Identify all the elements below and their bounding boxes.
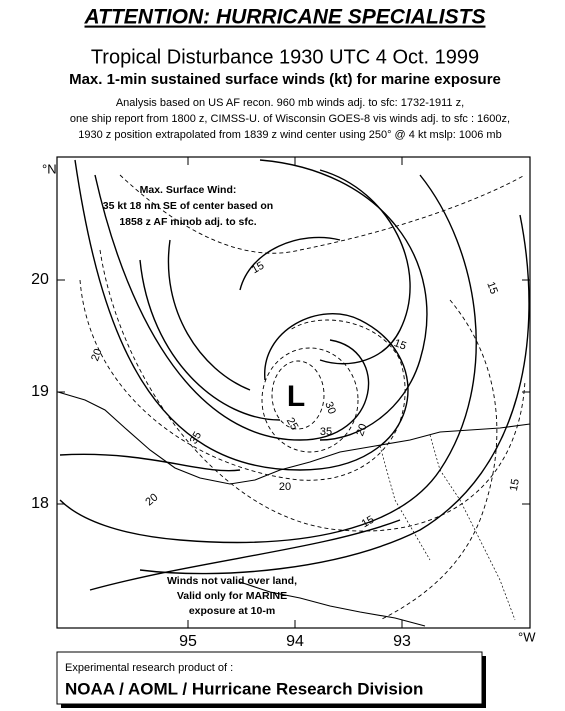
lon-label: 93 [393,633,411,650]
contour-label: 15 [508,478,522,492]
contour-label: 35 [188,430,205,447]
isotach [119,174,526,254]
lat-label: 18 [31,495,49,512]
subtitle: Tropical Disturbance 1930 UTC 4 Oct. 199… [91,46,479,68]
border [379,434,516,621]
streamline [239,236,341,291]
streamline [139,259,281,421]
max-wind-note: Max. Surface Wind: [140,184,237,196]
streamline [59,174,477,544]
contour-label: 15 [484,280,499,296]
heading: Max. 1-min sustained surface winds (kt) … [69,71,501,88]
streamline [319,169,411,365]
isotach [99,249,526,532]
contour-label: 15 [250,260,267,277]
note: Analysis based on US AF recon. 960 mb wi… [116,97,464,109]
coastline [239,581,426,627]
max-wind-note: 35 kt 18 nm SE of center based on [103,200,273,212]
note: 1930 z position extrapolated from 1839 z… [78,129,501,141]
footer-line: NOAA / AOML / Hurricane Research Divisio… [65,679,423,698]
map [56,156,531,629]
footer-box [56,651,483,705]
title: ATTENTION: HURRICANE SPECIALISTS [84,6,486,29]
contour-label: 15 [392,337,408,352]
land-note: Winds not valid over land, [167,575,297,587]
land-note: exposure at 10-m [189,605,275,617]
isotach [261,347,359,453]
lon-label: 94 [286,633,304,650]
streamline [59,453,241,472]
streamline [259,159,428,441]
map-frame [56,156,531,629]
isotach [271,360,325,430]
contour-label: 20 [279,481,291,493]
streamline [74,159,409,471]
lat-label: 20 [31,271,49,288]
footer: Experimental research product of : NOAA … [56,651,486,708]
contour-label: 15 [360,514,377,531]
contour-label: 25 [284,416,301,433]
isotach [79,279,406,481]
lat-label: 19 [31,383,49,400]
low-center: L [287,380,305,413]
footer-line: Experimental research product of : [65,662,233,674]
note: one ship report from 1800 z, CIMSS-U. of… [70,113,510,125]
streamline [94,174,370,441]
contour-label: 20 [89,347,104,363]
contour-label: 20 [354,422,369,438]
streamline [167,239,251,391]
lon-label: 95 [179,633,197,650]
streamline [139,214,530,575]
lat-unit: °N [42,161,57,176]
contour-label: 30 [322,400,337,416]
contour-label: 35 [320,426,332,438]
land-note: Valid only for MARINE [177,590,287,602]
isotach [379,299,498,621]
max-wind-note: 1858 z AF minob adj. to sfc. [119,216,256,228]
lon-unit: °W [518,629,536,644]
